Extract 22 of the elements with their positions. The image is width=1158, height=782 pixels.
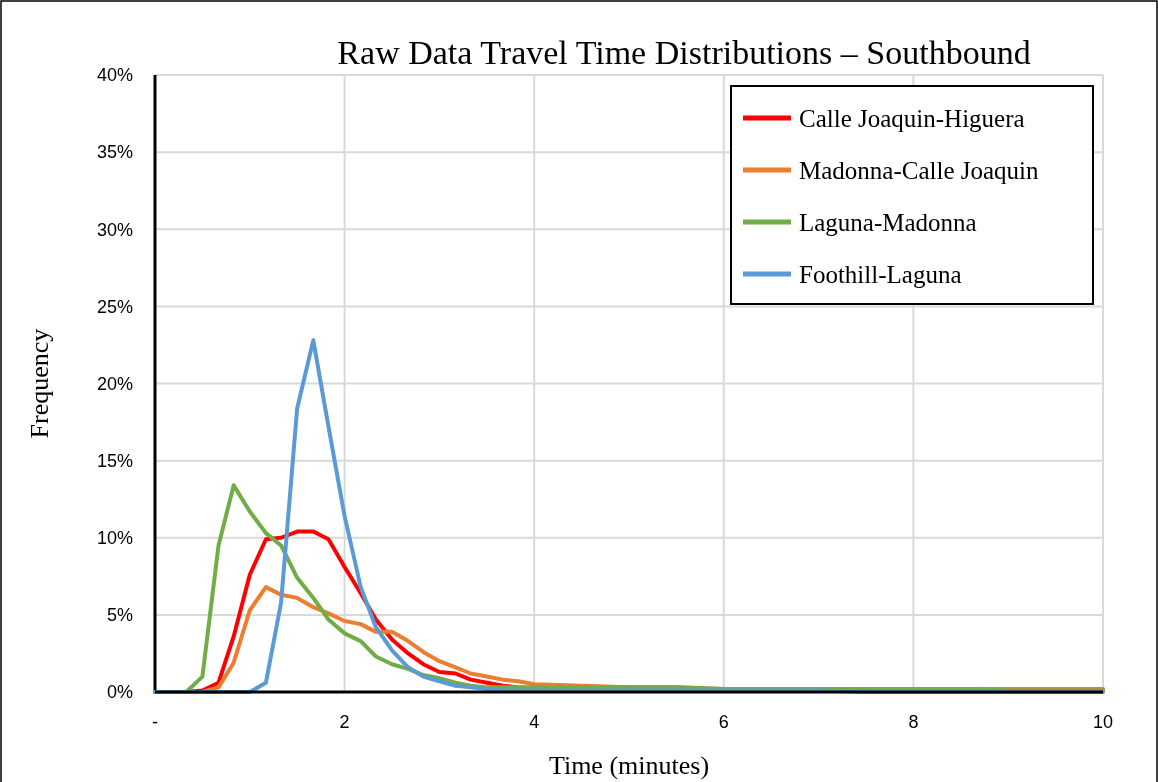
y-tick-label: 40% xyxy=(96,65,133,86)
y-tick-label: 5% xyxy=(106,605,133,626)
y-tick-label: 15% xyxy=(96,450,133,471)
x-tick-label: 8 xyxy=(908,712,919,732)
y-tick-label: 0% xyxy=(106,682,133,703)
x-tick-label: 4 xyxy=(529,712,540,732)
x-axis-title: Time (minutes) xyxy=(548,751,710,780)
x-tick-label: 6 xyxy=(718,712,729,732)
x-tick-label: 10 xyxy=(1092,712,1114,732)
y-tick-label: 20% xyxy=(96,373,133,394)
y-tick-label: 25% xyxy=(96,296,133,317)
legend-label: Madonna-Calle Joaquin xyxy=(799,156,1040,184)
legend-label: Foothill-Laguna xyxy=(799,260,962,288)
legend-label: Laguna-Madonna xyxy=(799,208,977,236)
y-tick-label: 30% xyxy=(96,219,133,240)
chart-title: Raw Data Travel Time Distributions – Southbound xyxy=(337,34,1031,71)
x-tick-label: - xyxy=(152,712,158,732)
legend-label: Calle Joaquin-Higuera xyxy=(799,104,1025,132)
y-tick-label: 10% xyxy=(96,528,133,549)
y-axis-title: Frequency xyxy=(25,328,54,439)
x-tick-label: 2 xyxy=(339,712,350,732)
y-tick-label: 35% xyxy=(96,142,133,163)
